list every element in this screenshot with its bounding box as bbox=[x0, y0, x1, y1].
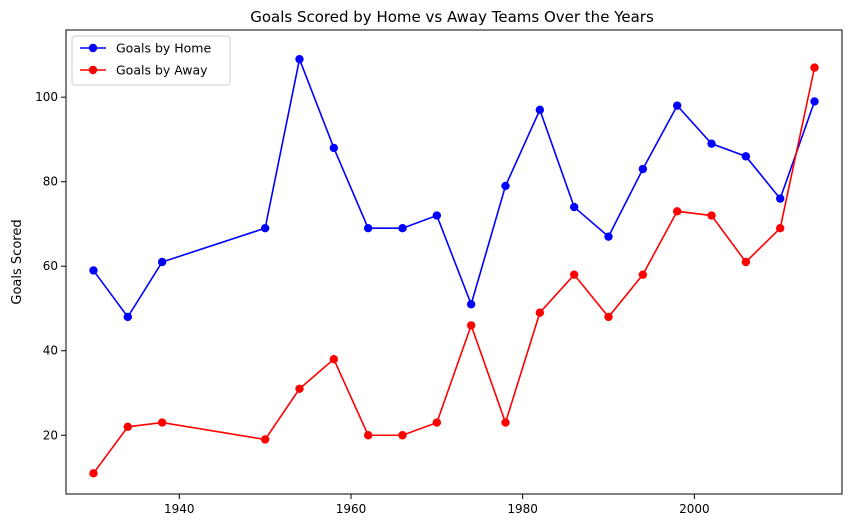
legend-box bbox=[71, 35, 231, 86]
data-point-1 bbox=[501, 181, 510, 191]
data-point-1 bbox=[295, 54, 304, 64]
data-point-2 bbox=[363, 431, 373, 440]
y-axis-label: Goals Scored bbox=[10, 219, 25, 304]
data-point-2 bbox=[638, 270, 648, 279]
data-point-2 bbox=[775, 223, 785, 233]
x-tick-label: 1980 bbox=[507, 502, 538, 516]
data-point-2 bbox=[741, 257, 751, 267]
data-point-2 bbox=[260, 435, 270, 444]
data-point-1 bbox=[398, 223, 407, 233]
data-point-1 bbox=[775, 194, 785, 203]
data-point-1 bbox=[329, 143, 339, 153]
data-point-2 bbox=[604, 312, 613, 322]
data-point-2 bbox=[157, 418, 167, 427]
x-axis-ticks: 1940 1960 1980 2000 bbox=[164, 494, 710, 516]
data-point-2 bbox=[810, 63, 819, 72]
data-point-2 bbox=[329, 354, 339, 364]
legend: Goals by Home Goals by Away bbox=[71, 35, 231, 86]
data-point-1 bbox=[363, 223, 373, 233]
data-point-1 bbox=[569, 202, 579, 212]
data-point-2 bbox=[466, 321, 476, 330]
data-point-1 bbox=[604, 232, 613, 241]
data-point-2 bbox=[707, 211, 716, 220]
y-tick-label: 40 bbox=[43, 344, 58, 358]
data-point-2 bbox=[295, 384, 304, 393]
data-point-2 bbox=[432, 418, 442, 427]
data-point-1 bbox=[432, 211, 442, 220]
data-point-1 bbox=[535, 105, 545, 115]
data-point-2 bbox=[501, 418, 510, 427]
y-axis-ticks: 20 40 60 80 100 bbox=[35, 90, 66, 442]
data-point-1 bbox=[672, 101, 682, 110]
y-tick-label: 80 bbox=[43, 175, 58, 189]
legend-marker-1 bbox=[88, 43, 98, 53]
data-point-2 bbox=[569, 270, 579, 279]
legend-label-2: Goals by Away bbox=[116, 63, 208, 78]
y-tick-label: 100 bbox=[35, 90, 58, 104]
chart-title: Goals Scored by Home vs Away Teams Over … bbox=[250, 8, 654, 26]
data-point-1 bbox=[466, 300, 476, 309]
data-point-1 bbox=[89, 266, 98, 275]
x-tick-label: 2000 bbox=[679, 502, 710, 516]
data-point-1 bbox=[707, 139, 716, 148]
data-point-1 bbox=[741, 152, 751, 161]
series-line-1 bbox=[92, 56, 816, 319]
y-tick-label: 20 bbox=[43, 428, 58, 442]
data-point-1 bbox=[810, 97, 819, 106]
axes-frame bbox=[65, 29, 843, 495]
data-point-2 bbox=[398, 431, 407, 440]
data-point-2 bbox=[123, 422, 133, 432]
series-layer bbox=[89, 54, 819, 478]
data-point-1 bbox=[157, 257, 167, 267]
data-point-1 bbox=[123, 312, 133, 322]
data-point-2 bbox=[89, 469, 98, 478]
y-tick-label: 60 bbox=[43, 259, 58, 273]
legend-marker-2 bbox=[88, 65, 98, 75]
data-point-1 bbox=[260, 223, 270, 233]
data-point-2 bbox=[672, 207, 682, 216]
x-tick-label: 1960 bbox=[336, 502, 367, 516]
data-point-1 bbox=[638, 164, 648, 174]
data-point-2 bbox=[535, 308, 545, 317]
x-tick-label: 1940 bbox=[164, 502, 195, 516]
legend-label-1: Goals by Home bbox=[116, 41, 211, 56]
series-line-2 bbox=[92, 67, 816, 474]
